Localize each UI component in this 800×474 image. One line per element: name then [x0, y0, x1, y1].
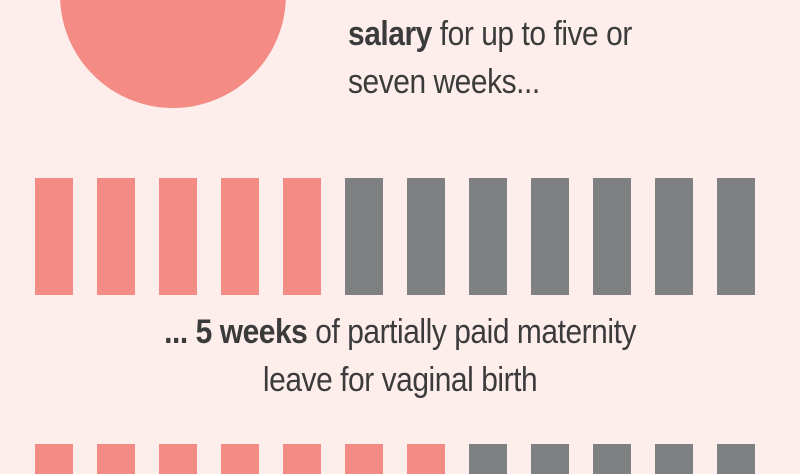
- week-bar-highlighted: [159, 444, 197, 474]
- week-bars-row-1: [35, 178, 755, 295]
- week-bar: [407, 178, 445, 295]
- week-bar-highlighted: [345, 444, 383, 474]
- week-bar: [531, 178, 569, 295]
- week-bar: [531, 444, 569, 474]
- week-bar: [655, 178, 693, 295]
- middle-caption-line-1: ... 5 weeks of partially paid maternity: [164, 308, 636, 356]
- week-bar-highlighted: [221, 178, 259, 295]
- week-bars-row-2: [35, 444, 755, 474]
- week-bar: [593, 444, 631, 474]
- top-caption-bold: salary: [348, 15, 432, 53]
- week-bar-highlighted: [159, 178, 197, 295]
- middle-caption: ... 5 weeks of partially paid maternity …: [0, 308, 800, 404]
- week-bar-highlighted: [221, 444, 259, 474]
- middle-caption-line-1-rest: of partially paid maternity: [307, 313, 636, 351]
- week-bar: [655, 444, 693, 474]
- top-caption-line-1: salary for up to five or: [348, 10, 735, 58]
- week-bar: [593, 178, 631, 295]
- middle-caption-bold: 5 weeks: [195, 313, 308, 351]
- week-bar: [345, 178, 383, 295]
- top-caption-line-1-rest: for up to five or: [431, 15, 633, 53]
- week-bar: [469, 444, 507, 474]
- middle-caption-line-2: leave for vaginal birth: [262, 361, 538, 399]
- week-bar-highlighted: [35, 444, 73, 474]
- week-bar: [717, 444, 755, 474]
- week-bar-highlighted: [35, 178, 73, 295]
- week-bar-highlighted: [283, 178, 321, 295]
- middle-caption-prefix: ...: [164, 313, 196, 351]
- week-bar-highlighted: [97, 178, 135, 295]
- week-bar-highlighted: [97, 444, 135, 474]
- week-bar: [717, 178, 755, 295]
- week-bar: [469, 178, 507, 295]
- top-caption-line-2: seven weeks...: [348, 63, 540, 101]
- week-bar-highlighted: [407, 444, 445, 474]
- top-caption: salary for up to five or seven weeks...: [348, 10, 735, 106]
- week-bar-highlighted: [283, 444, 321, 474]
- middle-caption-inner: ... 5 weeks of partially paid maternity …: [164, 308, 636, 404]
- decorative-circle: [60, 0, 286, 108]
